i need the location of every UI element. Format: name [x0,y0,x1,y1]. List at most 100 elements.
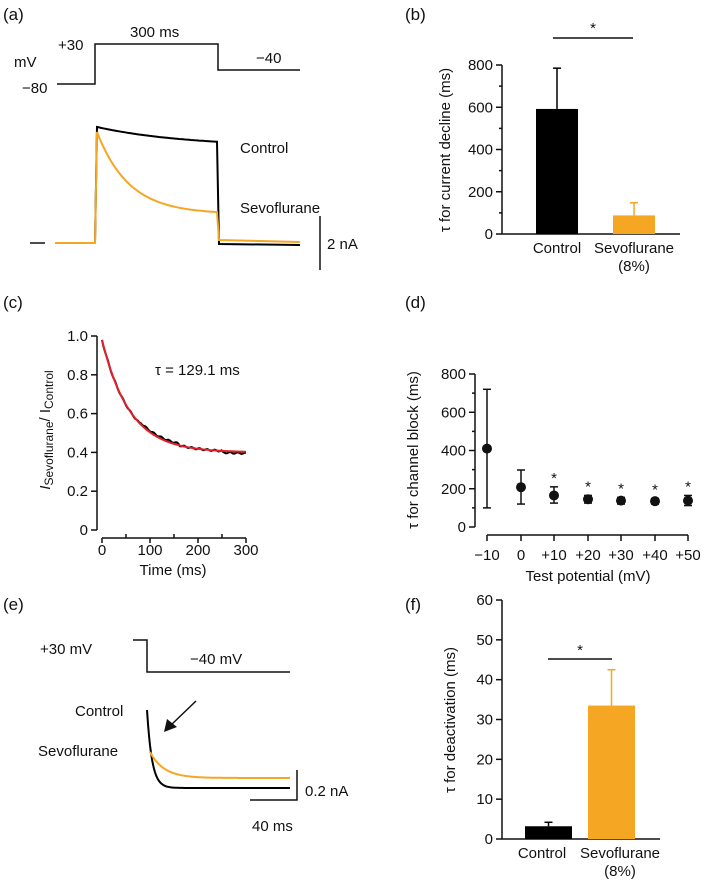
x-tick-label: 0 [517,547,525,564]
exponential-fit [101,339,247,453]
scale-bar-label: 2 nA [327,236,358,253]
arrow-head-icon [164,719,177,732]
significance-asterisk: * [685,478,691,495]
y-tick-label: 200 [441,481,466,498]
arrow-icon [169,700,197,727]
y-tick-label: 0.6 [67,406,88,423]
panel-label: (c) [3,293,23,312]
voltage-protocol [57,43,300,85]
panel-a: (a) mV +30 300 ms −40 −80 Control Sevofl… [3,5,358,270]
scale-bar [250,770,298,801]
panel-c: (c) ISevoflurane/ IControl Time (ms) τ =… [3,293,259,579]
y-tick-label: 0 [485,226,493,243]
significance-asterisk: * [618,480,624,497]
x-tick-label: Control [518,845,566,862]
unit-label: mV [14,54,37,71]
x-tick-label: Control [533,240,581,257]
y-tick-label: 0 [458,519,466,536]
y-tick-label: 0 [485,831,493,848]
control-label: Control [240,140,288,157]
y-axis-label: τ for current decline (ms) [437,68,454,232]
scale-x-label: 40 ms [252,818,293,835]
y-tick-label: 800 [468,57,493,74]
x-axis-label: Time (ms) [140,562,207,579]
x-tick-label: 100 [137,542,162,559]
data-point [549,490,559,501]
significance-asterisk: * [652,482,658,499]
panel-d: (d) τ for channel block (ms) Test potent… [405,293,701,585]
bar-sevoflurane [588,705,635,839]
sevoflurane-trace [149,751,290,779]
y-axis-label: τ for channel block (ms) [405,371,422,529]
bar-control [525,826,572,839]
holding-label: −80 [22,80,47,97]
data-point [683,495,693,506]
x-axis-label: Test potential (mV) [525,568,650,585]
return-label: −40 [256,50,281,67]
significance-asterisk: * [585,478,591,495]
control-label: Control [75,703,123,720]
y-tick-label: 10 [476,791,493,808]
y-tick-label: 200 [468,184,493,201]
scale-y-label: 0.2 nA [305,783,348,800]
x-tick-label: 0 [98,542,106,559]
x-tick-sublabel: (8%) [604,863,636,880]
x-tick-sublabel: (8%) [618,258,650,275]
y-tick-label: 0.8 [67,367,88,384]
bar-control [536,108,578,234]
data-point [616,495,626,506]
x-tick-label: +20 [575,547,600,564]
control-trace [55,125,301,246]
sevoflurane-trace [55,131,301,244]
x-tick-label: 300 [233,542,258,559]
panel-b: (b) τ for current decline (ms) Control S… [405,5,680,275]
x-tick-label: Sevoflurane [580,845,660,862]
return-label: −40 mV [190,651,242,668]
y-tick-label: 400 [441,443,466,460]
panel-label: (f) [405,595,421,614]
y-tick-label: 0.4 [67,444,88,461]
y-tick-label: 800 [441,366,466,383]
bar-sevoflurane [613,215,655,234]
panel-label: (e) [3,595,24,614]
duration-label: 300 ms [130,24,179,41]
step-label: +30 mV [40,641,92,658]
x-tick-label: +50 [675,547,700,564]
tau-annotation: τ = 129.1 ms [155,362,240,379]
sevoflurane-label: Sevoflurane [38,743,118,760]
control-trace [146,709,290,789]
panel-e: (e) +30 mV −40 mV Control Sevoflurane 0.… [3,595,348,835]
significance-asterisk: * [551,470,557,487]
panel-f: (f) τ for deactivation (ms) Control Sevo… [405,592,660,880]
y-tick-label: 0.2 [67,483,88,500]
panel-label: (b) [405,5,426,24]
y-tick-label: 20 [476,751,493,768]
y-tick-label: 50 [476,632,493,649]
y-tick-label: 0 [80,522,88,539]
x-tick-label: 200 [185,542,210,559]
panel-label: (a) [3,5,24,24]
y-tick-label: 400 [468,142,493,159]
x-tick-label: Sevoflurane [594,240,674,257]
x-tick-label: +10 [541,547,566,564]
x-tick-label: +30 [608,547,633,564]
y-tick-label: 1.0 [67,328,88,345]
panel-label: (d) [405,293,426,312]
y-tick-label: 600 [468,99,493,116]
ratio-trace [101,339,247,456]
data-point [583,494,593,505]
significance-asterisk: * [590,20,596,37]
y-tick-label: 40 [476,672,493,689]
x-tick-label: −10 [474,547,499,564]
sevoflurane-label: Sevoflurane [240,200,320,217]
y-tick-label: 60 [476,592,493,609]
data-point [482,443,492,454]
y-tick-label: 600 [441,404,466,421]
significance-asterisk: * [577,642,583,659]
data-point [516,482,526,493]
voltage-protocol [133,639,290,673]
step-label: +30 [58,37,83,54]
y-tick-label: 30 [476,712,493,729]
x-tick-label: +40 [642,547,667,564]
y-axis-label: ISevoflurane/ IControl [37,370,56,489]
